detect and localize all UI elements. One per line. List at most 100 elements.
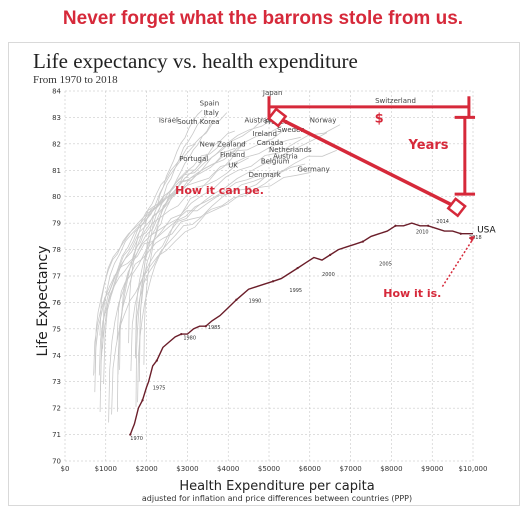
year-label: 2010	[416, 230, 429, 236]
country-label: South Korea	[177, 118, 219, 126]
country-trajectory-line	[98, 175, 259, 376]
year-label: 1995	[289, 288, 302, 294]
country-label: Belgium	[261, 158, 290, 166]
usa-point	[129, 433, 132, 436]
y-tick-label: 82	[52, 140, 61, 148]
country-trajectory-line	[135, 130, 235, 359]
country-trajectory-line	[139, 177, 189, 363]
usa-point	[180, 333, 183, 336]
ideal-trend-line	[276, 115, 458, 209]
annotations: $ Years How it can be. How it is.	[175, 96, 476, 300]
country-label: Netherlands	[269, 146, 312, 154]
y-tick-label: 77	[52, 273, 61, 281]
y-tick-label: 79	[52, 220, 61, 228]
country-trajectory-line	[99, 146, 219, 413]
country-label: Portugal	[179, 155, 208, 163]
x-tick-label: $8000	[380, 465, 402, 473]
country-label: Canada	[257, 139, 284, 147]
country-label: Norway	[310, 117, 337, 125]
x-tick-label: $7000	[339, 465, 361, 473]
x-tick-label: $0	[61, 465, 70, 473]
country-trajectory-line	[94, 157, 249, 393]
chart-frame: Life expectancy vs. health expenditure F…	[8, 42, 520, 506]
x-tick-label: $9000	[421, 465, 443, 473]
country-trajectory-line	[93, 176, 267, 376]
usa-point	[155, 359, 158, 362]
x-tick-labels: $0 $1000 $2000 $3000 $4000 $5000 $6000 $7000 $80…	[61, 465, 488, 473]
country-trajectory-line	[102, 128, 286, 349]
years-annotation: Years	[408, 138, 449, 153]
y-tick-label: 74	[52, 352, 61, 360]
x-tick-label: $6000	[299, 465, 321, 473]
country-label: Germany	[298, 166, 330, 174]
chart-subtitle: From 1970 to 2018	[33, 74, 118, 86]
year-label: 2014	[436, 219, 449, 225]
country-trajectory-line	[143, 121, 213, 365]
usa-point	[361, 240, 364, 243]
x-axis-note: adjusted for inflation and price differe…	[142, 494, 412, 503]
y-tick-label: 73	[52, 378, 61, 386]
country-trajectory-line	[117, 124, 341, 375]
country-label: Japan	[262, 89, 283, 97]
y-tick-label: 72	[52, 405, 61, 413]
country-trajectory-line	[135, 111, 209, 407]
y-tick-label: 80	[52, 193, 61, 201]
x-tick-label: $4000	[217, 465, 239, 473]
usa-point	[329, 253, 332, 256]
usa-line	[129, 222, 473, 435]
y-tick-label: 71	[52, 431, 61, 439]
headline: Never forget what the barrons stole from…	[62, 8, 464, 29]
year-label: 2005	[379, 261, 392, 267]
usa-point	[235, 298, 238, 301]
x-tick-label: $3000	[176, 465, 198, 473]
usa-point	[427, 224, 430, 227]
country-label: Australia	[245, 117, 276, 125]
country-label: Denmark	[249, 171, 282, 179]
year-label: 1975	[153, 386, 166, 392]
year-label: 1970	[130, 436, 143, 442]
y-tick-label: 78	[52, 246, 61, 254]
year-label: 1990	[249, 298, 262, 304]
x-axis-label: Health Expenditure per capita	[179, 479, 374, 494]
year-label: 1985	[208, 325, 221, 331]
how-it-is-annotation: How it is.	[383, 287, 441, 300]
year-label: 2000	[322, 272, 335, 278]
country-label: Switzerland	[375, 97, 416, 105]
usa-point	[296, 266, 299, 270]
ideal-end-marker	[446, 197, 467, 218]
country-trajectory-line	[116, 171, 312, 341]
country-trajectory-line	[139, 109, 203, 382]
year-labels: 1970 1975 1980 1985 1990 1995 2000 2005 2010 2014…	[130, 219, 481, 442]
country-trajectory-line	[103, 125, 282, 385]
x-tick-label: $5000	[258, 465, 280, 473]
y-tick-label: 75	[52, 325, 61, 333]
country-trajectory-line	[135, 149, 337, 355]
x-tick-label: $10,000	[459, 465, 488, 473]
usa-point	[459, 232, 462, 235]
country-label: Ireland	[253, 130, 277, 138]
chart-svg: Life expectancy vs. health expenditure F…	[33, 49, 497, 503]
usa-point	[271, 280, 275, 283]
y-tick-label: 83	[52, 114, 61, 122]
y-tick-label: 81	[52, 167, 61, 175]
year-label: 2018	[469, 235, 482, 241]
year-label: 1980	[183, 335, 196, 341]
y-tick-labels: 70 71 72 73 74 75 76 77 78 79 80 81 82 83 84	[52, 88, 61, 466]
chart-title: Life expectancy vs. health expenditure	[33, 49, 358, 73]
usa-point	[204, 325, 207, 328]
country-label: Austria	[273, 152, 298, 160]
ideal-start-marker	[266, 107, 288, 128]
country-trajectory-line	[119, 153, 208, 370]
how-it-is-pointer	[441, 238, 474, 287]
country-label: Spain	[200, 100, 220, 108]
other-countries-lines	[93, 109, 341, 423]
country-label: Sweden	[277, 126, 305, 134]
country-label: New Zealand	[200, 141, 246, 149]
how-it-is-arrowhead	[469, 236, 475, 242]
country-trajectory-line	[137, 141, 247, 403]
y-tick-label: 70	[52, 458, 61, 466]
country-label: UK	[228, 162, 238, 170]
country-trajectory-line	[108, 117, 265, 423]
usa-point	[141, 399, 144, 402]
